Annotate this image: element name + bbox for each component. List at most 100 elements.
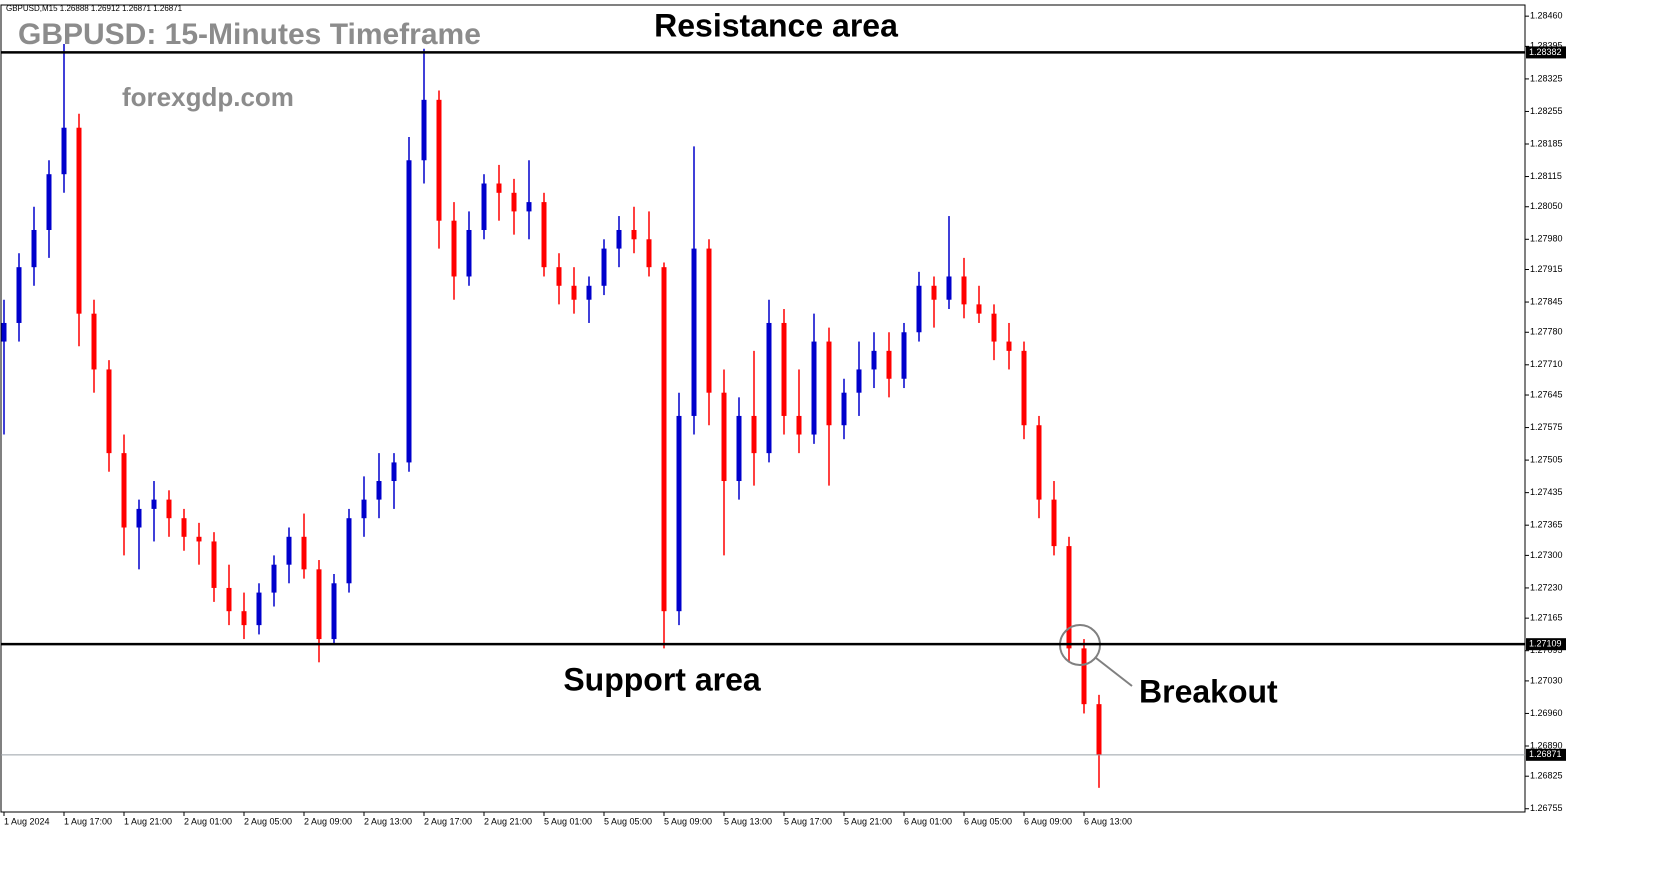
candle-body — [631, 229, 637, 240]
x-tick-label: 1 Aug 17:00 — [64, 816, 112, 826]
candle-body — [151, 499, 157, 509]
breakout-pointer — [1095, 657, 1133, 687]
plot-frame — [0, 4, 1526, 813]
candle-body — [421, 99, 427, 161]
candle-body — [361, 499, 367, 519]
candle-body — [691, 248, 697, 416]
y-tick-label: 1.27915 — [1530, 264, 1563, 274]
candle-body — [511, 192, 517, 212]
price-box-label: 1.26871 — [1529, 749, 1562, 759]
candle-body — [481, 183, 487, 230]
candle-body — [1096, 704, 1102, 755]
marks — [1, 44, 1102, 788]
candle-body — [721, 392, 727, 482]
y-tick-label: 1.27230 — [1530, 582, 1563, 592]
candle-body — [556, 267, 562, 286]
candle-body — [1081, 648, 1087, 705]
candle-body — [931, 285, 937, 300]
candle-body — [871, 350, 877, 370]
candle-body — [316, 569, 322, 640]
x-tick-label: 1 Aug 21:00 — [124, 816, 172, 826]
y-tick-label: 1.27165 — [1530, 613, 1563, 623]
candle-body — [676, 415, 682, 612]
candle-body — [736, 415, 742, 482]
price-box — [1526, 748, 1566, 761]
y-tick-label: 1.26825 — [1530, 771, 1563, 781]
candle-body — [451, 220, 457, 277]
candle-body — [466, 229, 472, 277]
x-tick-label: 6 Aug 13:00 — [1084, 816, 1132, 826]
candle-body — [226, 587, 232, 612]
candle-body — [751, 415, 757, 454]
y-tick-label: 1.27645 — [1530, 389, 1563, 399]
candle-body — [1066, 546, 1072, 649]
candle-body — [196, 536, 202, 542]
y-tick-label: 1.27780 — [1530, 327, 1563, 337]
candle-body — [346, 518, 352, 584]
candle-body — [826, 341, 832, 426]
candle-body — [406, 160, 412, 463]
candle-body — [91, 313, 97, 370]
candle-body — [541, 202, 547, 268]
candle-body — [526, 202, 532, 212]
x-tick-label: 5 Aug 05:00 — [604, 816, 652, 826]
x-tick-label: 5 Aug 21:00 — [844, 816, 892, 826]
x-tick-label: 2 Aug 17:00 — [424, 816, 472, 826]
x-tick-label: 5 Aug 09:00 — [664, 816, 712, 826]
support-label: Support area — [563, 661, 761, 697]
candle-body — [901, 332, 907, 379]
candle-body — [646, 239, 652, 268]
y-tick-label: 1.27435 — [1530, 487, 1563, 497]
candle-body — [811, 341, 817, 435]
candle-body — [211, 541, 217, 588]
y-tick-label: 1.28050 — [1530, 201, 1563, 211]
candle-body — [76, 127, 82, 314]
x-tick-label: 2 Aug 13:00 — [364, 816, 412, 826]
candle-body — [1, 322, 7, 342]
candle-body — [256, 592, 262, 626]
candle-body — [766, 322, 772, 454]
y-tick-label: 1.27710 — [1530, 359, 1563, 369]
y-tick-label: 1.26755 — [1530, 803, 1563, 813]
candle-body — [181, 518, 187, 537]
candle-body — [271, 564, 277, 593]
x-tick-label: 2 Aug 01:00 — [184, 816, 232, 826]
candle-body — [241, 611, 247, 626]
candle-body — [916, 285, 922, 333]
candle-body — [961, 276, 967, 305]
price-box — [1526, 638, 1566, 651]
candle-body — [121, 453, 127, 528]
y-tick-label: 1.28460 — [1530, 11, 1563, 21]
candle-body — [571, 285, 577, 300]
candle-body — [436, 99, 442, 221]
chart-title: GBPUSD: 15-Minutes Timeframe — [18, 18, 481, 51]
candle-body — [16, 267, 22, 323]
y-tick-label: 1.28185 — [1530, 138, 1563, 148]
candle-body — [856, 369, 862, 393]
candle-body — [991, 313, 997, 342]
y-tick-label: 1.27505 — [1530, 454, 1563, 464]
candle-body — [376, 481, 382, 500]
candle-body — [46, 174, 52, 230]
x-tick-label: 1 Aug 2024 — [4, 816, 50, 826]
x-tick-label: 2 Aug 09:00 — [304, 816, 352, 826]
candle-body — [286, 536, 292, 565]
y-tick-label: 1.26890 — [1530, 740, 1563, 750]
candle-body — [661, 267, 667, 612]
candle-body — [886, 350, 892, 379]
candle-body — [796, 415, 802, 435]
candle-body — [1021, 350, 1027, 426]
candle-body — [106, 369, 112, 454]
breakout-label: Breakout — [1139, 673, 1278, 709]
watermark: forexgdp.com — [122, 82, 294, 112]
candle-body — [301, 536, 307, 570]
x-tick-label: 6 Aug 01:00 — [904, 816, 952, 826]
x-tick-label: 5 Aug 13:00 — [724, 816, 772, 826]
candle-body — [616, 229, 622, 249]
x-tick-label: 2 Aug 21:00 — [484, 816, 532, 826]
candle-body — [706, 248, 712, 393]
y-tick-label: 1.26960 — [1530, 708, 1563, 718]
candle-body — [946, 276, 952, 300]
